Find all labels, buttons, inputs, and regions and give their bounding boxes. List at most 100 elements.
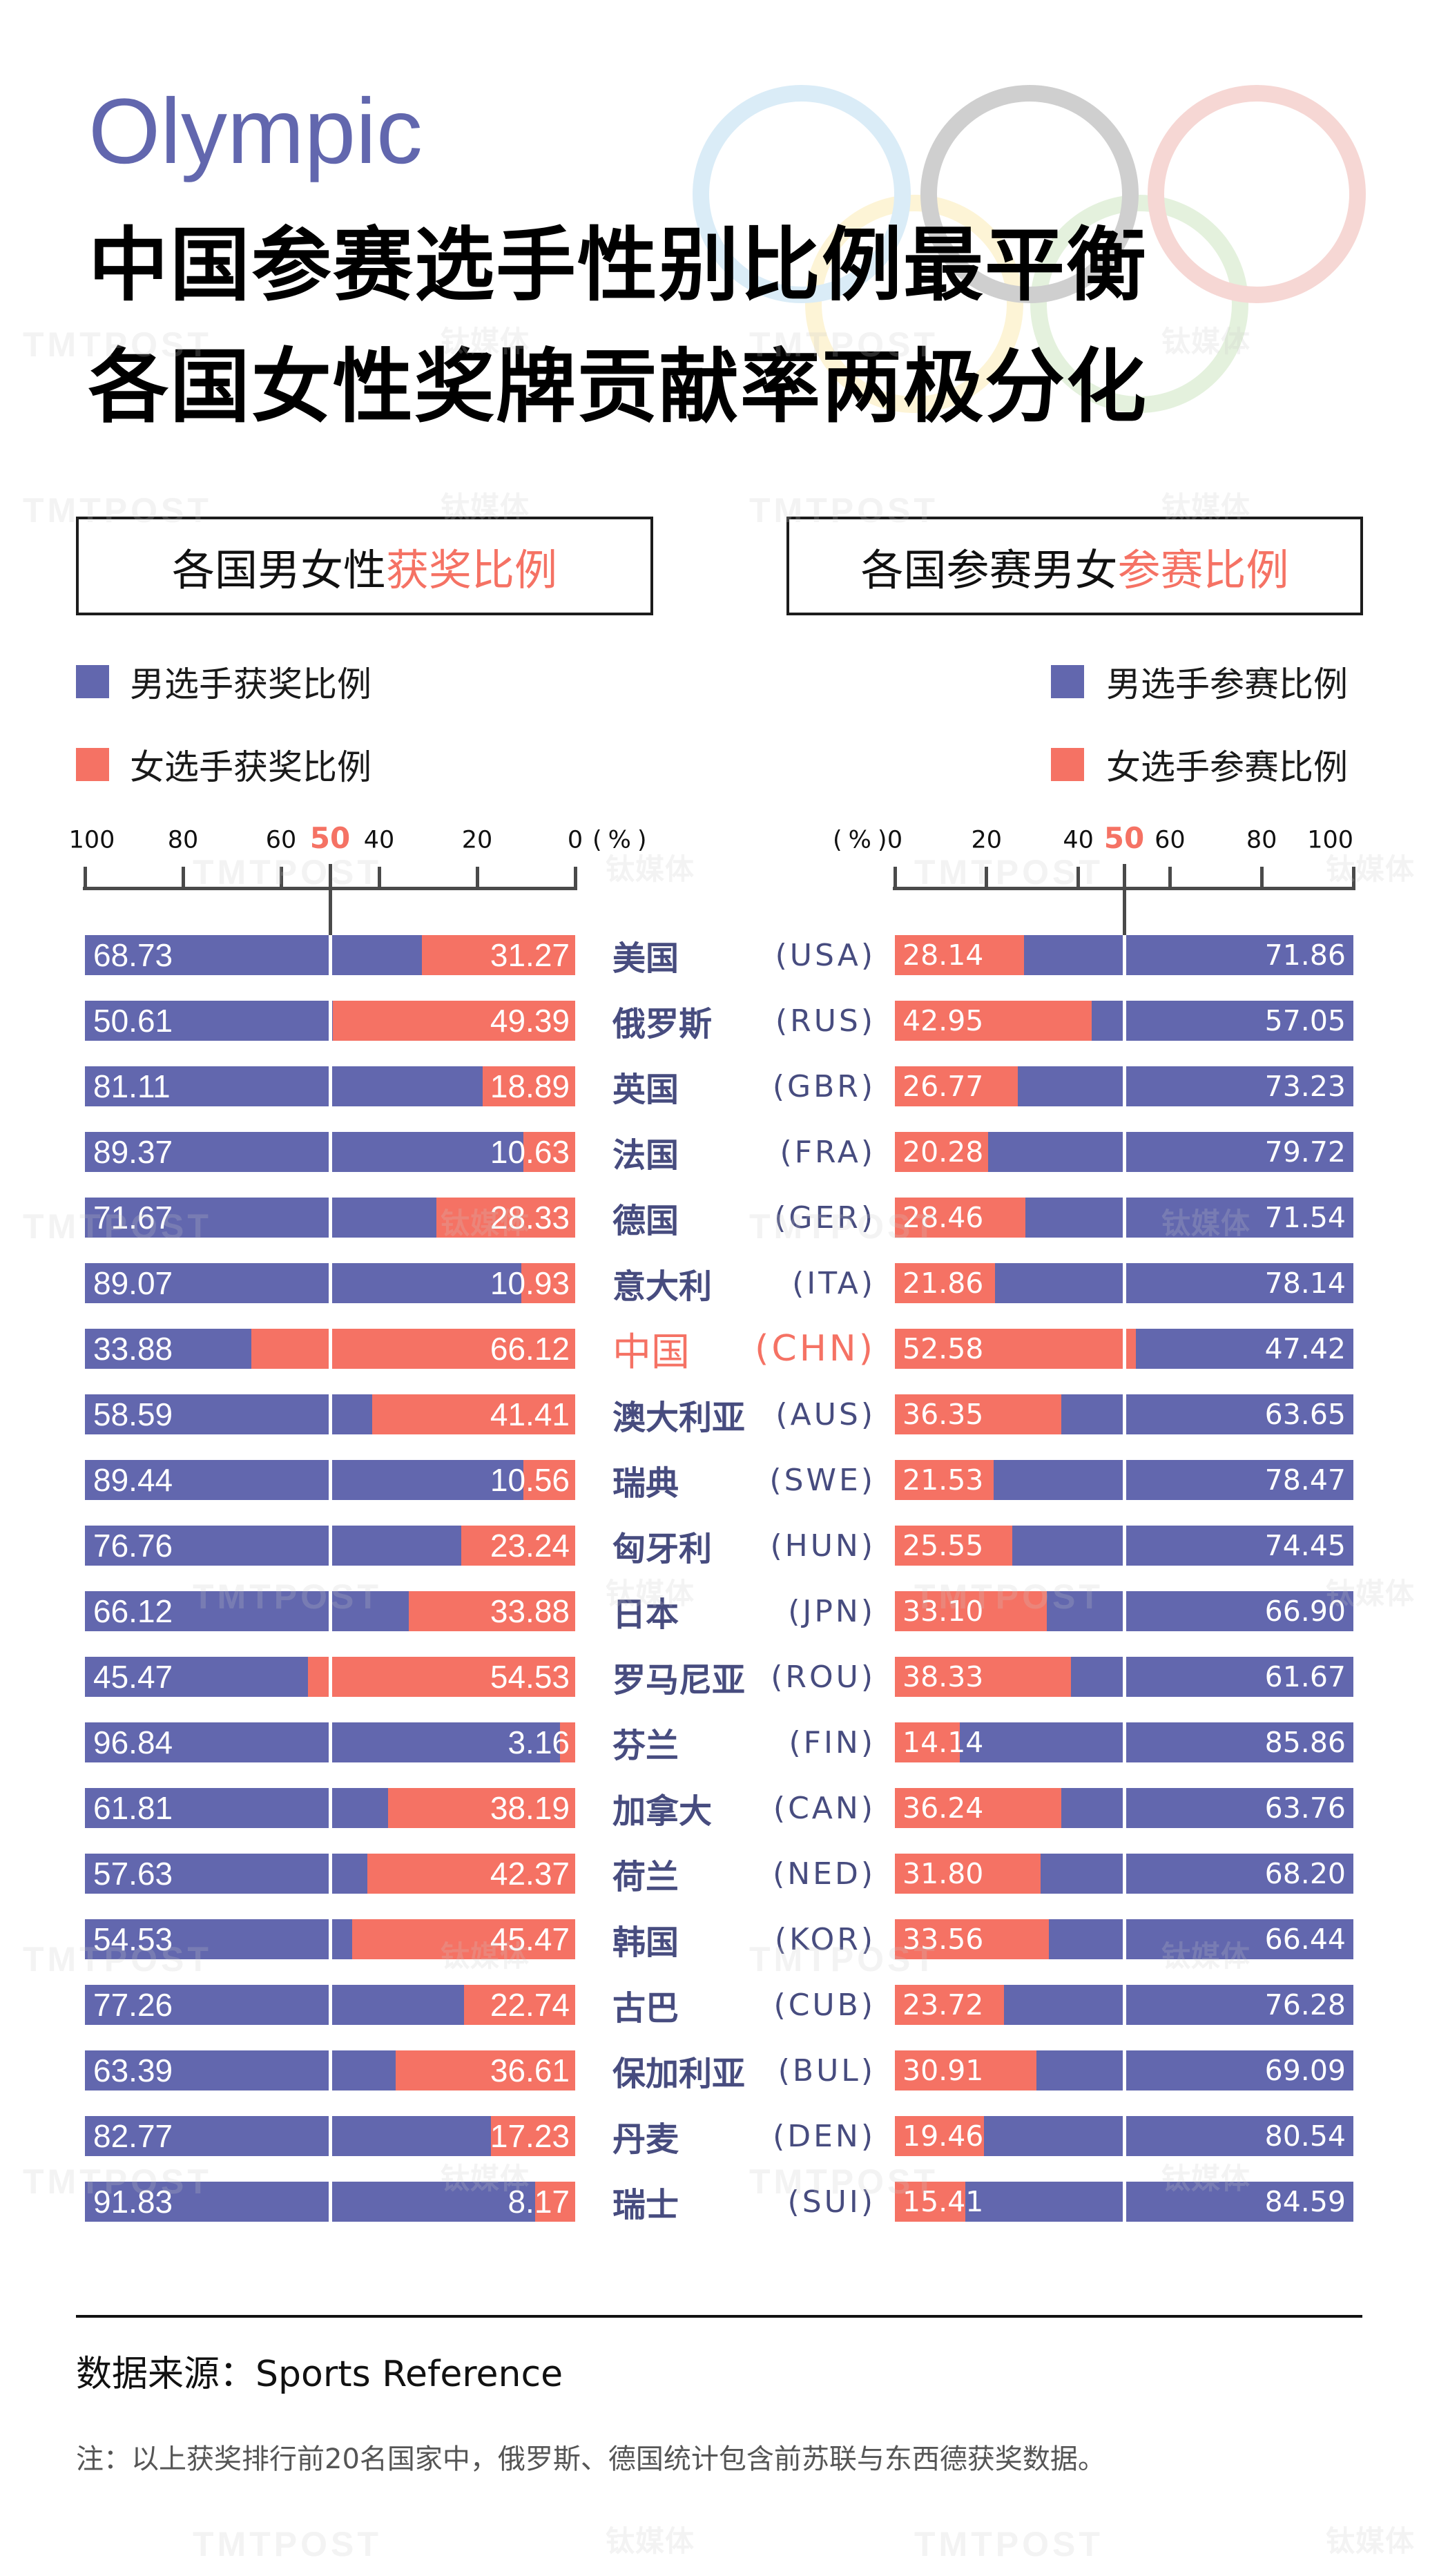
value-label-female: 33.10 bbox=[902, 1595, 984, 1628]
bar-segment-female bbox=[521, 1263, 575, 1303]
country-label: 荷兰 (NED) bbox=[612, 1854, 876, 1897]
olympic-rings-icon bbox=[693, 85, 1366, 413]
midline-gap bbox=[328, 1657, 332, 1697]
country-label: 法国 (FRA) bbox=[612, 1132, 876, 1175]
value-label-male: 82.77 bbox=[93, 2118, 173, 2154]
value-label-female: 66.12 bbox=[490, 1331, 570, 1367]
bar-segment-male bbox=[1023, 935, 1353, 975]
bar-segment-female bbox=[895, 1854, 1041, 1894]
watermark-text: TMTPOST bbox=[193, 2525, 382, 2564]
kicker-title: Olympic bbox=[88, 80, 423, 183]
legend-label: 男选手参赛比例 bbox=[1106, 664, 1348, 704]
axis-tick-label: 40 bbox=[363, 826, 395, 854]
bar-segment-female bbox=[333, 1001, 575, 1041]
bar-segment-female bbox=[895, 1722, 960, 1762]
bar-segment-female bbox=[895, 2182, 966, 2222]
midline-gap bbox=[1122, 1526, 1126, 1566]
country-code: (CAN) bbox=[773, 1790, 876, 1826]
watermark-text: 钛媒体 bbox=[606, 2524, 695, 2558]
country-label: 俄罗斯 (RUS) bbox=[612, 1001, 876, 1044]
legend-label: 女选手获奖比例 bbox=[130, 747, 371, 787]
bar-segment-female bbox=[371, 1394, 575, 1434]
left-chart-title-box: 各国男女性 获奖比例 bbox=[76, 517, 653, 615]
ring-black-icon bbox=[920, 85, 1139, 303]
bar-segment-female bbox=[895, 1066, 1018, 1106]
midline-gap bbox=[328, 2050, 332, 2090]
bar-segment-male bbox=[85, 1394, 372, 1434]
headline-line-1: 中国参赛选手性别比例最平衡 bbox=[88, 219, 1148, 312]
bar-segment-male bbox=[85, 1526, 461, 1566]
value-label-female: 23.72 bbox=[902, 1988, 984, 2021]
country-label: 瑞士 (SUI) bbox=[612, 2182, 876, 2225]
midline-gap bbox=[328, 1198, 332, 1238]
value-label-male: 33.88 bbox=[93, 1331, 173, 1367]
value-label-male: 73.23 bbox=[1264, 1070, 1346, 1103]
value-label-male: 96.84 bbox=[93, 1724, 173, 1760]
value-label-male: 63.76 bbox=[1264, 1791, 1346, 1825]
midline-gap bbox=[1122, 1722, 1126, 1762]
value-label-male: 61.81 bbox=[93, 1790, 173, 1826]
midline-gap bbox=[1122, 1657, 1126, 1697]
value-label-female: 33.88 bbox=[490, 1593, 570, 1629]
bar-segment-female bbox=[895, 2116, 985, 2156]
bar-segment-male bbox=[1092, 1001, 1353, 1041]
country-label: 古巴 (CUB) bbox=[612, 1985, 876, 2028]
axis-tick-label: 20 bbox=[461, 826, 493, 854]
bar-segment-male bbox=[85, 1329, 251, 1369]
value-label-female: 30.91 bbox=[902, 2054, 984, 2087]
value-label-female: 18.89 bbox=[490, 1068, 570, 1104]
country-label: 匈牙利 (HUN) bbox=[612, 1526, 876, 1569]
value-label-female: 49.39 bbox=[490, 1003, 570, 1039]
country-label: 美国 (USA) bbox=[612, 935, 876, 979]
midline-gap bbox=[1122, 1854, 1126, 1894]
bar-segment-male bbox=[1061, 1394, 1353, 1434]
value-label-female: 21.53 bbox=[902, 1463, 984, 1497]
midline-gap bbox=[328, 1460, 332, 1500]
country-code: (DEN) bbox=[773, 2118, 876, 2154]
country-label: 保加利亚 (BUL) bbox=[612, 2050, 876, 2094]
country-name: 保加利亚 bbox=[612, 2055, 746, 2093]
axis-tick-label: 60 bbox=[1155, 826, 1186, 854]
value-label-female: 21.86 bbox=[902, 1267, 984, 1300]
ring-yellow-icon bbox=[805, 195, 1023, 413]
value-label-male: 74.45 bbox=[1264, 1529, 1346, 1562]
country-name: 加拿大 bbox=[612, 1792, 713, 1831]
bar-segment-male bbox=[987, 1132, 1353, 1172]
value-label-male: 76.76 bbox=[93, 1528, 173, 1564]
bar-segment-female bbox=[559, 1722, 575, 1762]
value-label-female: 15.41 bbox=[902, 2185, 984, 2218]
value-label-female: 8.17 bbox=[508, 2184, 570, 2220]
legend-item-female-participants: 女选手参赛比例 bbox=[1051, 747, 1348, 787]
midline-gap bbox=[1122, 1198, 1126, 1238]
midline-gap bbox=[328, 1263, 332, 1303]
bar-segment-male bbox=[85, 1198, 436, 1238]
right-chart-title-plain: 各国参赛男女 bbox=[860, 544, 1118, 595]
bar-segment-male bbox=[1061, 1788, 1353, 1828]
value-label-female: 23.24 bbox=[490, 1528, 570, 1564]
axis-unit-label: (%) bbox=[592, 826, 653, 854]
axis-tick bbox=[83, 867, 87, 890]
bar-segment-male bbox=[993, 1460, 1353, 1500]
bar-segment-female bbox=[436, 1198, 575, 1238]
axis-tick-label: 40 bbox=[1063, 826, 1094, 854]
bar-segment-male bbox=[85, 2050, 396, 2090]
country-label: 芬兰 (FIN) bbox=[612, 1722, 876, 1766]
value-label-male: 66.12 bbox=[93, 1593, 173, 1629]
bar-segment-male bbox=[85, 1066, 483, 1106]
value-label-male: 76.28 bbox=[1264, 1988, 1346, 2021]
value-label-female: 33.56 bbox=[902, 1923, 984, 1956]
value-label-female: 28.46 bbox=[902, 1201, 984, 1234]
bar-segment-male bbox=[85, 1591, 409, 1631]
bar-segment-female bbox=[523, 1460, 575, 1500]
axis-tick-highlight bbox=[328, 864, 332, 935]
bar-segment-female bbox=[895, 935, 1024, 975]
bar-segment-male bbox=[1041, 1854, 1353, 1894]
value-label-female: 17.23 bbox=[490, 2118, 570, 2154]
bar-segment-female bbox=[409, 1591, 575, 1631]
bar-segment-male bbox=[984, 2116, 1353, 2156]
midline-gap bbox=[328, 1001, 332, 1041]
value-label-male: 69.09 bbox=[1264, 2054, 1346, 2087]
axis-tick bbox=[893, 867, 897, 890]
axis-tick-label-highlight: 50 bbox=[309, 821, 351, 855]
country-label: 罗马尼亚 (ROU) bbox=[612, 1657, 876, 1700]
